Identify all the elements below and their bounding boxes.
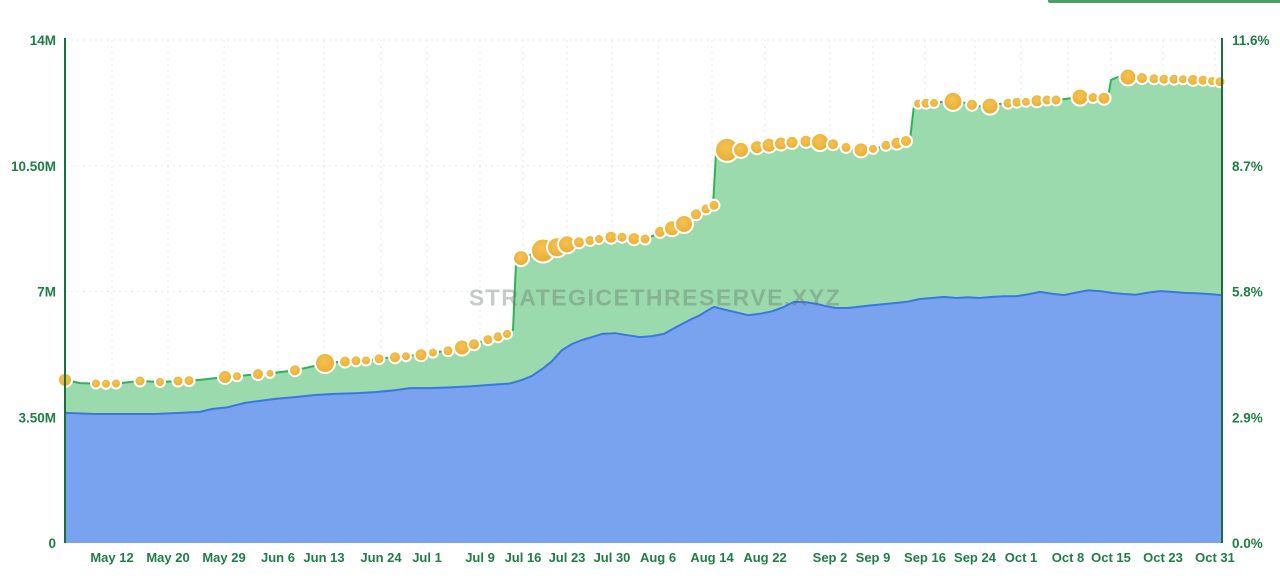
y-axis-left-label: 3.50M [18,410,56,425]
blue-area [65,290,1222,543]
purchase-bubble[interactable] [100,377,112,390]
purchase-bubble[interactable] [288,363,302,378]
top-right-partial-element [1048,0,1280,3]
purchase-bubble[interactable] [372,352,386,366]
purchase-bubble[interactable] [689,207,703,222]
blue-line [64,289,1223,415]
x-axis-label: Sep 9 [856,550,891,565]
purchase-bubble[interactable] [615,230,629,244]
purchase-bubble[interactable] [90,377,102,390]
purchase-bubble[interactable] [1213,75,1227,89]
x-axis-label: Jun 24 [360,550,402,565]
x-axis-label: Aug 22 [743,550,786,565]
purchase-bubble[interactable] [593,233,605,245]
purchase-bubble[interactable] [1135,71,1149,86]
purchase-bubble[interactable] [251,367,265,382]
purchase-bubble[interactable] [171,374,185,388]
purchase-bubble[interactable] [572,235,586,250]
x-axis-label: Jul 9 [465,550,495,565]
purchase-bubble[interactable] [264,367,276,379]
purchase-bubble[interactable] [928,96,940,109]
y-axis-right-label: 5.8% [1232,285,1263,300]
y-axis-left-label: 0 [48,536,56,551]
purchase-bubble[interactable] [360,354,372,367]
purchase-bubble[interactable] [182,374,196,388]
purchase-bubble[interactable] [732,140,750,159]
x-axis-label: Oct 1 [1005,550,1038,565]
y-axis-left-label: 14M [30,33,56,48]
purchase-bubble[interactable] [980,96,1000,116]
x-axis-label: Sep 16 [904,550,946,565]
y-axis-left-label: 10.50M [11,159,56,174]
purchase-bubble[interactable] [810,132,830,152]
purchase-bubble[interactable] [867,142,879,155]
purchase-bubble[interactable] [839,140,853,154]
purchase-bubble[interactable] [899,134,913,148]
purchase-bubble[interactable] [1049,93,1063,107]
y-axis-right-label: 8.7% [1232,159,1263,174]
x-axis-label: Sep 2 [813,550,848,565]
purchase-bubble[interactable] [674,214,694,234]
purchase-bubble[interactable] [852,141,870,159]
purchase-bubble[interactable] [413,347,429,363]
purchase-bubble[interactable] [400,350,412,363]
purchase-bubble[interactable] [1096,90,1112,106]
x-axis-label: Jul 23 [549,550,586,565]
x-axis-label: Sep 24 [954,550,997,565]
y-axis-right-label: 2.9% [1232,410,1263,425]
purchase-bubble[interactable] [467,337,481,352]
x-axis-label: Aug 6 [640,550,676,565]
y-axis-right-label: 0.0% [1232,536,1263,551]
x-axis-label: Oct 15 [1091,550,1131,565]
purchase-bubble[interactable] [441,344,455,358]
purchase-bubble[interactable] [784,134,800,150]
purchase-bubble[interactable] [1070,87,1090,107]
x-axis-label: Oct 23 [1143,550,1183,565]
x-axis-label: Oct 31 [1195,550,1235,565]
purchase-bubble[interactable] [133,374,147,388]
purchase-bubble[interactable] [349,354,363,368]
purchase-bubble[interactable] [965,97,979,112]
purchase-bubble[interactable] [388,350,402,365]
purchase-bubble[interactable] [231,370,243,383]
x-axis-label: Jul 16 [505,550,542,565]
purchase-bubble[interactable] [217,369,233,385]
x-axis-label: May 29 [202,550,245,565]
x-axis-label: Jul 30 [594,550,631,565]
x-axis-label: Aug 14 [690,550,734,565]
x-axis-label: Jun 13 [303,550,344,565]
y-axis-left-label: 7M [37,285,56,300]
purchase-bubble[interactable] [338,354,352,369]
purchase-bubble[interactable] [942,90,964,112]
x-axis-label: Jul 1 [412,550,442,565]
purchase-bubble[interactable] [1020,95,1032,108]
x-axis-label: May 20 [146,550,189,565]
purchase-bubble[interactable] [501,327,513,340]
y-axis-right-label: 11.6% [1232,33,1270,48]
x-axis-label: Jun 6 [261,550,295,565]
purchase-bubble[interactable] [512,249,530,268]
x-axis-label: Oct 8 [1052,550,1085,565]
purchase-bubble[interactable] [826,137,840,152]
purchase-bubble[interactable] [154,376,166,388]
purchase-bubble[interactable] [1118,67,1138,87]
purchase-bubble[interactable] [707,198,721,212]
x-axis-label: May 12 [90,550,133,565]
purchase-bubble[interactable] [427,346,439,359]
purchase-bubble[interactable] [314,352,336,374]
purchase-bubble[interactable] [638,232,652,246]
purchase-bubble[interactable] [110,377,122,390]
